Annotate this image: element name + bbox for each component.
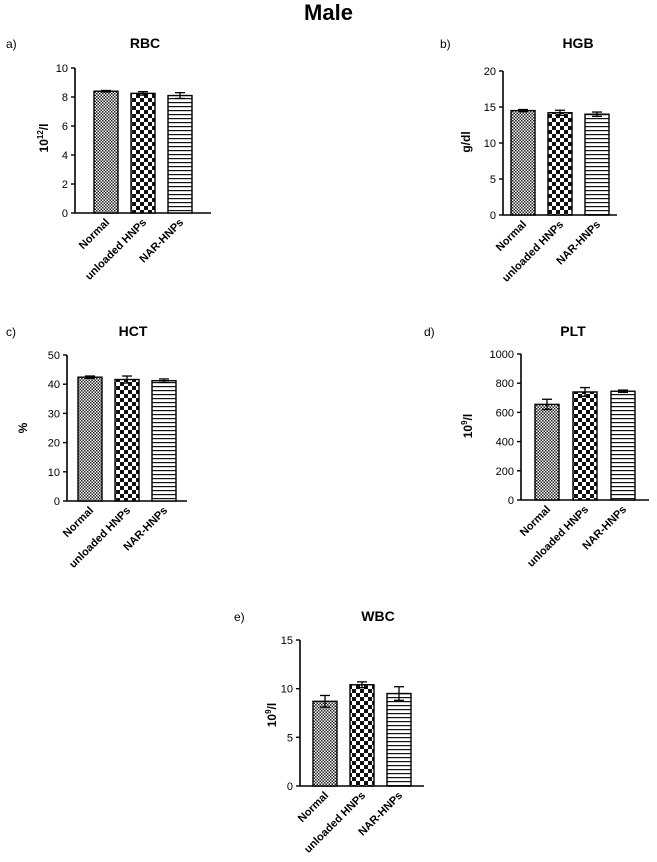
y-tick-label: 15 (281, 635, 293, 647)
y-axis-label: 1012/l (36, 124, 51, 153)
y-tick-label: 0 (508, 495, 514, 507)
panel-rbc: a) RBC 0 2 4 6 8 10 1012/l Normal unloaded HNPs NAR… (0, 30, 250, 285)
y-tick-label: 20 (48, 438, 60, 450)
bar (151, 379, 177, 502)
bar (93, 90, 119, 214)
y-tick-label: 10 (281, 684, 293, 696)
y-axis-label-suffix: /l (461, 414, 475, 421)
y-axis-label: 109/l (264, 703, 279, 727)
y-axis-label-base: g/dl (459, 131, 473, 152)
chart-title: HCT (119, 323, 148, 339)
bar (130, 92, 156, 214)
y-tick-label: 0 (54, 496, 60, 508)
y-tick-label: 8 (62, 92, 68, 104)
x-category-label: Normal (296, 790, 331, 825)
x-category-label: Normal (518, 504, 553, 539)
y-tick-label: 40 (48, 379, 60, 391)
chart-title: WBC (361, 608, 394, 624)
bar (572, 391, 598, 501)
x-category-label: Normal (494, 219, 529, 254)
bar (114, 378, 140, 502)
panel-wbc: e) WBC 0 5 10 15 109/l Normal unloaded HNPs NAR-H… (228, 605, 458, 856)
y-tick-label: 800 (496, 378, 514, 390)
bar (584, 113, 610, 216)
y-axis-label-base: 10 (37, 139, 51, 153)
panel-letter: e) (234, 610, 245, 624)
panel-letter: b) (440, 37, 451, 51)
bar (547, 112, 573, 216)
y-tick-label: 6 (62, 121, 68, 133)
chart-title: PLT (560, 323, 586, 339)
y-tick-label: 2 (62, 179, 68, 191)
bar (349, 684, 375, 787)
y-tick-label: 5 (287, 732, 293, 744)
chart-svg: d) PLT02004006008001000109/lNormalunloade… (424, 323, 649, 570)
y-axis-label-base: 10 (265, 714, 279, 728)
y-tick-label: 200 (496, 466, 514, 478)
y-tick-label: 4 (62, 150, 68, 162)
y-tick-label: 0 (490, 210, 496, 222)
y-tick-label: 600 (496, 407, 514, 419)
y-axis-label: g/dl (459, 131, 473, 152)
y-tick-label: 50 (48, 350, 60, 362)
bar (610, 390, 636, 501)
bar (534, 403, 560, 501)
y-tick-label: 0 (62, 208, 68, 220)
y-axis-label-sup: 9 (460, 420, 469, 425)
chart-title: HGB (562, 35, 593, 51)
panel-letter: c) (6, 325, 16, 339)
y-tick-label: 30 (48, 408, 60, 420)
y-tick-label: 20 (484, 66, 496, 78)
y-tick-label: 1000 (490, 349, 514, 361)
bar (386, 692, 412, 787)
panel-hct: c) HCT 0 10 20 30 40 50% Normal unloaded HNPs NAR-… (0, 318, 250, 573)
y-tick-label: 5 (490, 174, 496, 186)
y-tick-label: 10 (484, 138, 496, 150)
panel-hgb: b) HGB 0 5 10 15 20 g/dl Normal unloaded HNPs NAR-… (440, 30, 650, 295)
y-tick-label: 400 (496, 437, 514, 449)
x-category-label: Normal (77, 217, 112, 252)
y-axis-label-suffix: /l (37, 124, 51, 131)
panel-letter: a) (6, 37, 17, 51)
y-tick-label: 10 (56, 63, 68, 75)
y-axis-label-base: % (16, 422, 30, 433)
y-tick-label: 15 (484, 102, 496, 114)
y-tick-label: 0 (287, 781, 293, 793)
y-tick-label: 10 (48, 467, 60, 479)
panel-plt: d) PLT 0 200 400 600 800 1000 109/l Normal unloade… (422, 318, 652, 573)
bar (312, 700, 338, 787)
bar (510, 109, 536, 216)
y-axis-label-sup: 12 (36, 130, 45, 139)
y-axis-label-base: 10 (461, 425, 475, 439)
y-axis-label: % (16, 422, 30, 433)
chart-title: RBC (130, 35, 160, 51)
bar (77, 376, 103, 502)
y-axis-label-sup: 9 (264, 709, 273, 714)
y-axis-label-suffix: /l (265, 703, 279, 710)
bar (167, 94, 193, 214)
x-category-label: Normal (61, 505, 96, 540)
page-title: Male (304, 0, 353, 25)
panel-letter: d) (424, 325, 435, 339)
y-axis-label: 109/l (460, 414, 475, 438)
